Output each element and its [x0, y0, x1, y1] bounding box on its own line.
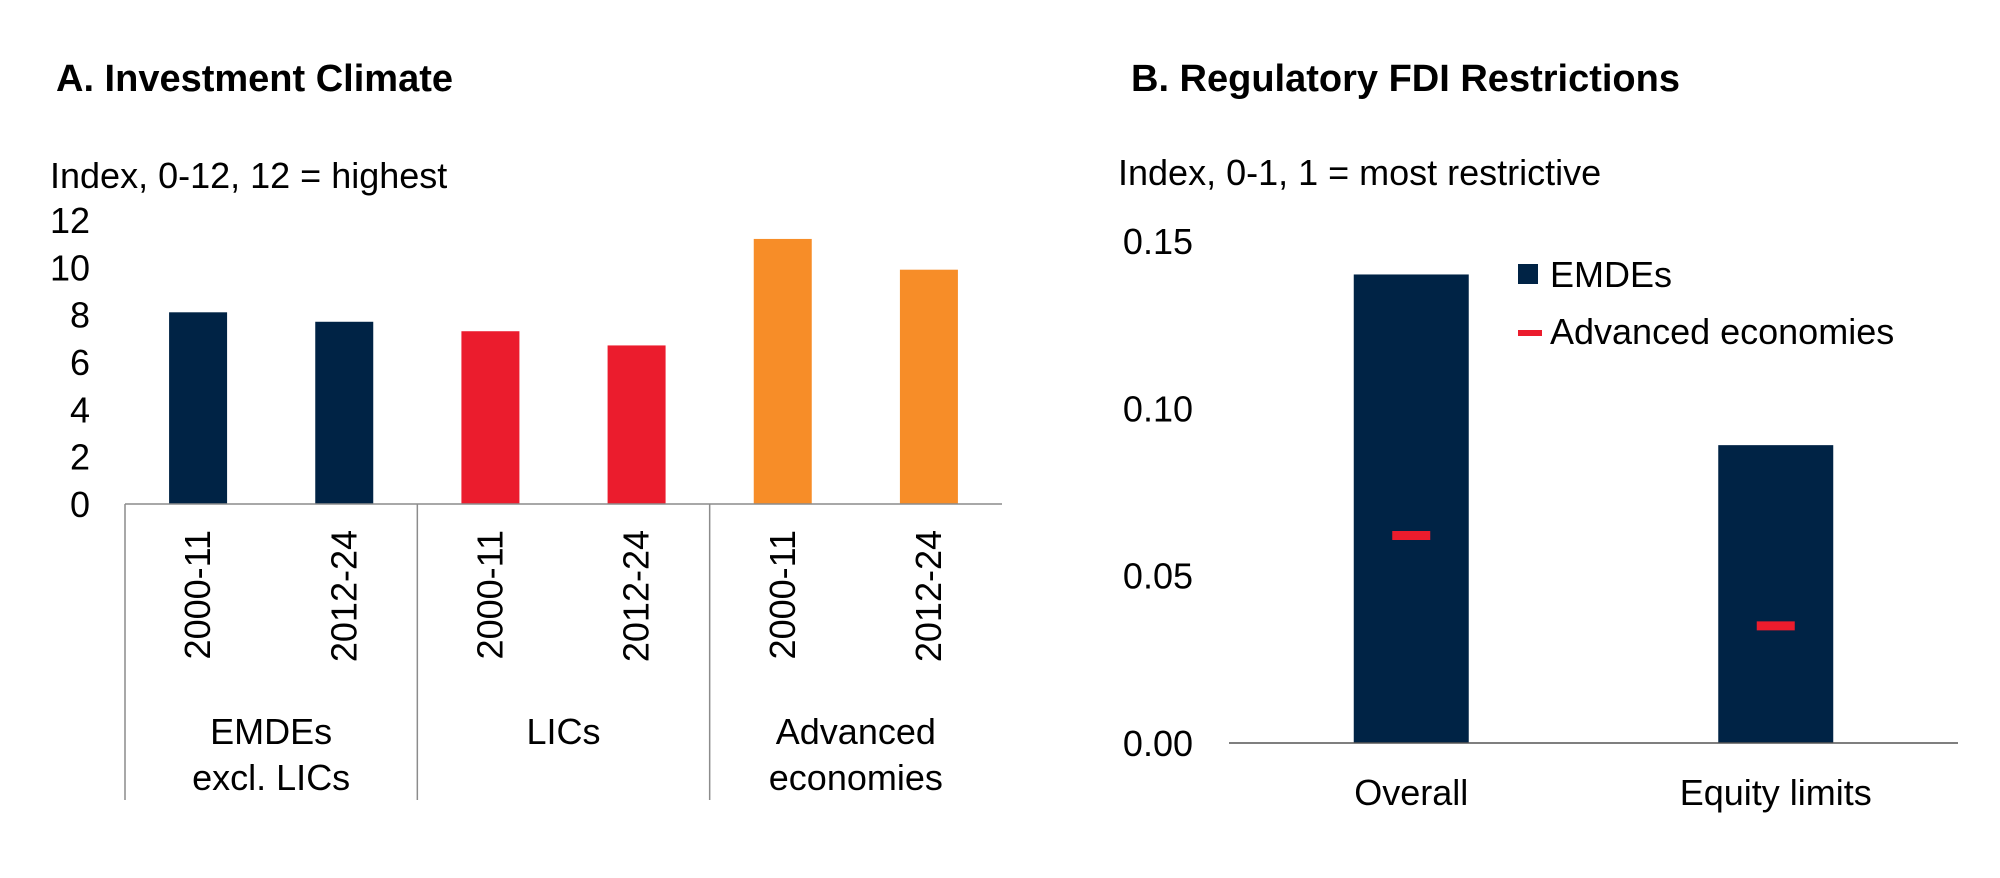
marker-advanced-economies	[1756, 621, 1795, 631]
x-tick-label: Overall	[1354, 772, 1468, 813]
y-tick-label: 8	[70, 295, 90, 336]
legend-swatch-advanced	[1518, 330, 1542, 336]
x-tick-label: Equity limits	[1680, 772, 1872, 813]
y-axis-label: Index, 0-1, 1 = most restrictive	[1118, 152, 1601, 193]
y-tick-label: 0.10	[1123, 388, 1193, 429]
group-label: Advanced	[776, 711, 936, 752]
y-tick-label: 0	[70, 484, 90, 525]
bar	[899, 269, 958, 504]
x-tick-label: 2000-11	[469, 530, 510, 659]
group-label: LICs	[526, 711, 600, 752]
panel-b-title: B. Regulatory FDI Restrictions	[1131, 58, 1680, 100]
bar	[753, 238, 812, 504]
x-tick-label: 2012-24	[616, 530, 657, 662]
chart-investment-climate: Index, 0-12, 12 = highest 0 2 4 6 8 10 12 2000-1…	[50, 155, 1002, 800]
group-label: excl. LICs	[192, 757, 350, 798]
legend-label-emdes: EMDEs	[1550, 254, 1672, 295]
x-tick-label: 2012-24	[323, 530, 364, 662]
chart-fdi-restrictions: Index, 0-1, 1 = most restrictive 0.00 0.05…	[1118, 152, 1958, 813]
y-tick-label: 10	[50, 247, 90, 288]
bar	[607, 345, 666, 504]
legend: EMDEs Advanced economies	[1518, 254, 1894, 352]
panel-a-title: A. Investment Climate	[56, 58, 453, 100]
x-tick-label: 2000-11	[177, 530, 218, 659]
y-tick-label: 0.15	[1123, 221, 1193, 262]
bar	[461, 331, 520, 504]
bar-emdes	[1353, 274, 1469, 743]
bar-emdes	[1718, 445, 1834, 743]
y-axis-label: Index, 0-12, 12 = highest	[50, 155, 447, 196]
bar	[169, 312, 228, 504]
legend-swatch-emdes	[1518, 264, 1538, 284]
group-label: EMDEs	[210, 711, 332, 752]
x-tick-label: 2000-11	[762, 530, 803, 659]
legend-label-advanced: Advanced economies	[1550, 311, 1894, 352]
y-tick-label: 12	[50, 200, 90, 241]
marker-advanced-economies	[1392, 531, 1431, 541]
y-tick-label: 0.00	[1123, 723, 1193, 764]
bar	[315, 321, 374, 504]
y-tick-label: 0.05	[1123, 556, 1193, 597]
x-tick-label: 2012-24	[908, 530, 949, 662]
group-label: economies	[769, 757, 943, 798]
y-tick-label: 4	[70, 389, 90, 430]
y-tick-label: 6	[70, 342, 90, 383]
y-tick-label: 2	[70, 437, 90, 478]
